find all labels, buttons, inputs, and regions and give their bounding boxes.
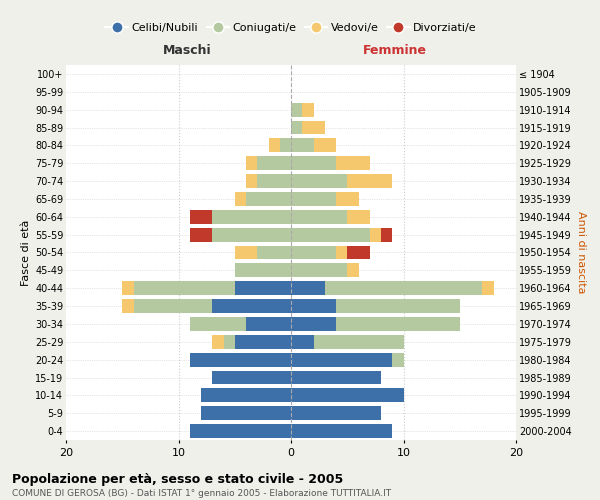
Bar <box>212 335 223 349</box>
Bar <box>291 388 404 402</box>
Bar <box>133 299 212 313</box>
Bar <box>190 317 246 331</box>
Bar <box>235 192 246 206</box>
Bar <box>336 299 460 313</box>
Bar <box>302 102 314 117</box>
Bar <box>291 174 347 188</box>
Bar <box>314 335 404 349</box>
Bar <box>347 174 392 188</box>
Bar <box>291 246 336 260</box>
Bar <box>291 406 381 420</box>
Text: Maschi: Maschi <box>163 44 212 58</box>
Bar <box>291 228 370 241</box>
Bar <box>122 299 133 313</box>
Bar <box>269 138 280 152</box>
Bar <box>235 264 291 278</box>
Bar <box>122 281 133 295</box>
Bar <box>482 281 493 295</box>
Bar <box>235 335 291 349</box>
Bar <box>347 264 359 278</box>
Bar <box>201 388 291 402</box>
Text: Femmine: Femmine <box>362 44 427 58</box>
Bar <box>235 281 291 295</box>
Bar <box>212 299 291 313</box>
Bar <box>190 210 212 224</box>
Bar <box>257 156 291 170</box>
Bar <box>370 228 381 241</box>
Bar <box>246 174 257 188</box>
Bar <box>235 246 257 260</box>
Bar <box>246 156 257 170</box>
Bar <box>336 246 347 260</box>
Text: COMUNE DI GEROSA (BG) - Dati ISTAT 1° gennaio 2005 - Elaborazione TUTTITALIA.IT: COMUNE DI GEROSA (BG) - Dati ISTAT 1° ge… <box>12 489 391 498</box>
Bar <box>291 317 336 331</box>
Bar <box>325 281 482 295</box>
Bar <box>314 138 336 152</box>
Bar <box>280 138 291 152</box>
Bar <box>257 246 291 260</box>
Bar <box>291 370 381 384</box>
Bar <box>291 335 314 349</box>
Bar <box>291 120 302 134</box>
Bar <box>291 138 314 152</box>
Bar <box>291 299 336 313</box>
Bar <box>201 406 291 420</box>
Bar <box>291 281 325 295</box>
Bar <box>190 424 291 438</box>
Bar <box>257 174 291 188</box>
Bar <box>291 210 347 224</box>
Bar <box>190 228 212 241</box>
Bar <box>302 120 325 134</box>
Y-axis label: Anni di nascita: Anni di nascita <box>575 211 586 294</box>
Bar <box>392 352 404 366</box>
Bar <box>336 192 359 206</box>
Bar <box>347 246 370 260</box>
Bar <box>291 192 336 206</box>
Bar <box>133 281 235 295</box>
Text: Popolazione per età, sesso e stato civile - 2005: Popolazione per età, sesso e stato civil… <box>12 472 343 486</box>
Bar <box>381 228 392 241</box>
Bar <box>190 352 291 366</box>
Legend: Celibi/Nubili, Coniugati/e, Vedovi/e, Divorziati/e: Celibi/Nubili, Coniugati/e, Vedovi/e, Di… <box>101 18 481 37</box>
Bar <box>291 352 392 366</box>
Bar <box>291 264 347 278</box>
Bar <box>223 335 235 349</box>
Y-axis label: Fasce di età: Fasce di età <box>20 220 31 286</box>
Bar <box>347 210 370 224</box>
Bar <box>291 102 302 117</box>
Bar <box>246 317 291 331</box>
Bar <box>291 156 336 170</box>
Bar <box>212 228 291 241</box>
Bar <box>291 424 392 438</box>
Bar <box>336 156 370 170</box>
Bar <box>336 317 460 331</box>
Bar <box>212 370 291 384</box>
Bar <box>246 192 291 206</box>
Bar <box>212 210 291 224</box>
